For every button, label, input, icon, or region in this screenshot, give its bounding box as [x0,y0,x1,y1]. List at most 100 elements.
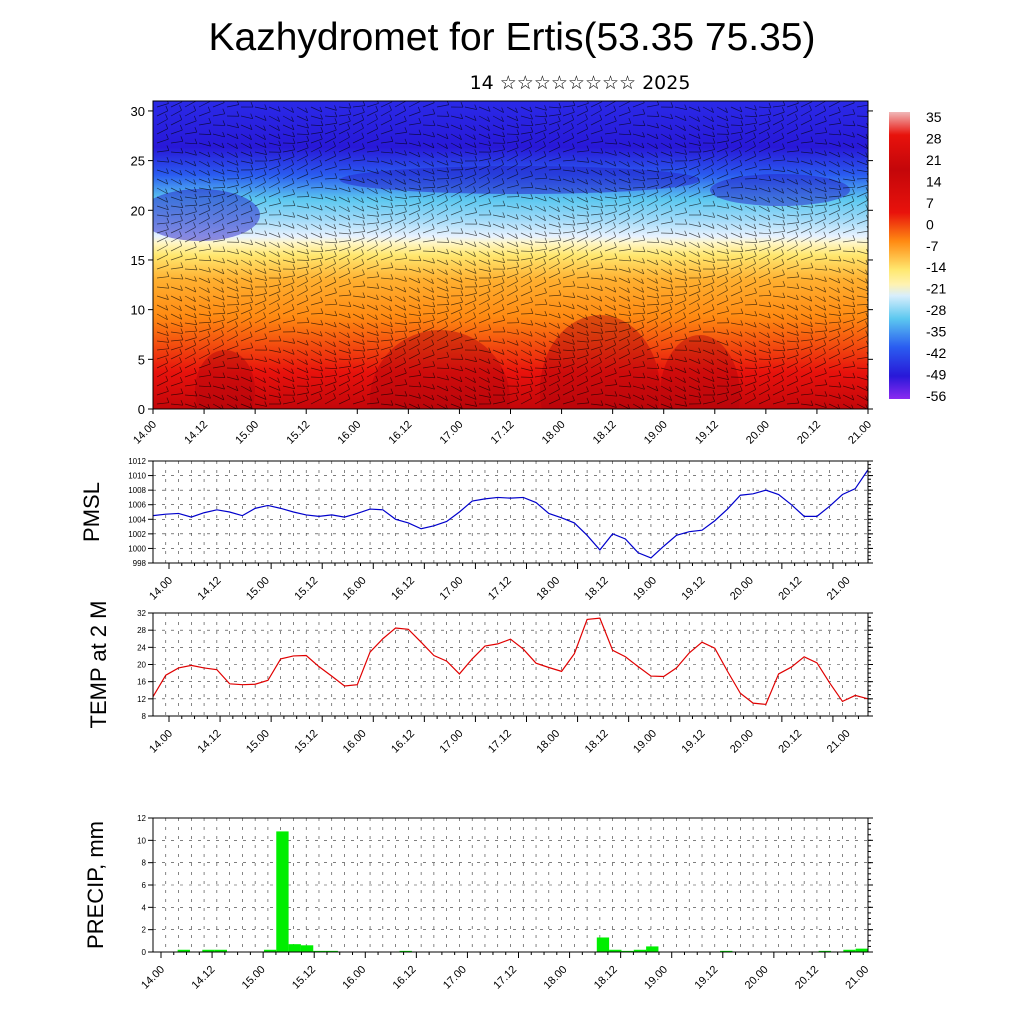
wind-barb [156,254,168,261]
wind-barb-flag [194,276,197,282]
wind-barb [786,322,799,329]
wind-barb [506,173,519,180]
wind-barb [758,272,771,279]
wind-barb-flag [767,384,770,390]
wind-barb-flag [572,339,575,345]
wind-barb-flag [390,195,393,201]
wind-barb [632,295,645,301]
wind-barb [156,244,168,252]
wind-barb [338,272,351,279]
wind-barb-flag [418,197,421,203]
wind-barb [198,277,211,284]
wind-barb [394,304,406,311]
wind-barb [800,295,812,302]
wind-barb [198,122,211,126]
wind-barb [492,241,504,248]
wind-barb [856,367,868,370]
wind-barb-flag [599,179,602,185]
x-tick-label: 20.00 [728,728,756,756]
wind-barb-flag [824,199,828,205]
colorbar-label: 21 [926,152,942,168]
wind-barb-flag [585,305,589,311]
wind-barb-flag [347,332,350,338]
y-tick-label: 30 [131,104,145,119]
wind-barb [156,169,169,174]
wind-barb [534,255,547,261]
wind-barb-flag [193,348,196,354]
wind-barb [226,184,239,189]
wind-barb-flag [669,178,673,184]
wind-barb [562,148,575,153]
wind-barb [744,389,756,396]
wind-barb-flag [628,370,632,376]
wind-barb [226,124,239,129]
wind-barb-flag [600,334,604,340]
wind-barb-flag [656,173,660,179]
wind-barb-flag [726,129,730,135]
wind-barb [716,331,729,335]
wind-barb-flag [683,251,686,257]
wind-barb [828,160,840,168]
wind-barb [324,281,337,288]
wind-barb [716,376,729,381]
wind-barb [772,340,785,345]
wind-barb [240,403,253,409]
wind-barb [842,250,855,253]
wind-barb-flag [473,134,476,140]
wind-barb-flag [460,284,464,290]
wind-barb-flag [670,296,673,303]
wind-barb [282,275,295,279]
wind-barb-flag [641,330,644,336]
wind-barb-flag [697,259,701,265]
wind-barb-flag [333,150,337,157]
wind-barb [730,301,743,306]
wind-barb [464,115,477,121]
wind-barb [576,295,589,301]
wind-barb [744,145,756,153]
wind-barb [786,244,798,252]
wind-barb-flag [558,348,561,354]
wind-barb [786,169,799,175]
wind-barb-flag [753,332,756,338]
wind-barb [366,391,379,396]
wind-barb [828,313,841,316]
wind-barb-flag [753,341,756,347]
wind-barb [520,115,533,120]
wind-barb [758,146,771,153]
wind-barb-flag [767,393,771,400]
wind-barb-flag [390,328,394,334]
wind-barb [674,201,687,207]
wind-barb [170,381,183,387]
wind-barb [366,178,378,185]
wind-barb-flag [404,127,408,133]
wind-barb-flag [697,303,700,309]
wind-barb [856,230,868,234]
wind-barb-flag [404,402,407,408]
wind-barb [786,214,799,217]
wind-barb-flag [670,284,674,290]
wind-barb-flag [670,170,673,177]
wind-barb [156,128,168,135]
wind-barb [604,277,617,282]
wind-barb [366,160,379,163]
wind-barb [828,321,841,324]
wind-barb-flag [431,394,435,401]
wind-barb [296,273,309,279]
wind-barb [226,219,239,225]
wind-barb-flag [320,296,323,303]
wind-barb-flag [320,308,324,314]
wind-barb [366,128,378,135]
wind-barb [632,286,644,293]
wind-barb-flag [208,243,212,250]
wind-barb-flag [796,217,800,223]
wind-barb [786,380,799,387]
wind-barb-flag [236,122,239,128]
wind-barb [604,187,617,193]
wind-barb [618,277,631,284]
wind-barb [450,200,462,207]
wind-barb-flag [767,267,771,274]
wind-barb [226,277,238,284]
wind-barb [282,193,295,198]
wind-barb [268,223,281,227]
wind-barb [618,259,631,262]
